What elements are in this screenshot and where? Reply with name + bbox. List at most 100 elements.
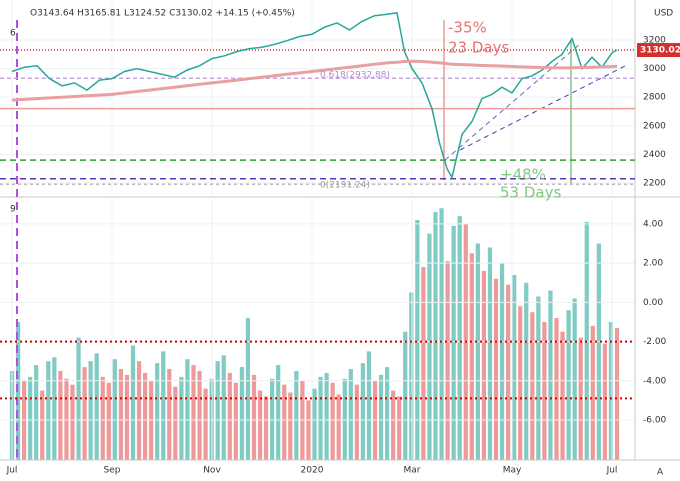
histogram-bar — [566, 310, 571, 460]
ohlc-header: O3143.64 H3165.81 L3124.52 C3130.02 +14.… — [30, 9, 295, 19]
histogram-bar — [608, 321, 614, 460]
histogram-bar — [342, 378, 347, 460]
histogram-bar — [245, 318, 251, 460]
histogram-bar — [185, 359, 190, 460]
histogram-bar — [614, 327, 620, 460]
histogram-bar — [239, 367, 245, 460]
price-line — [11, 12, 618, 180]
histogram-bar — [596, 243, 601, 460]
histogram-bar — [427, 233, 432, 460]
histogram-bar — [100, 376, 105, 460]
histogram-bar — [142, 372, 148, 460]
last-price-label: 3130.02 — [640, 46, 680, 56]
histogram-bar — [15, 321, 21, 460]
histogram-bar — [106, 382, 111, 460]
histogram-bar — [324, 372, 329, 460]
annotation: -35% — [448, 19, 487, 37]
histogram-bar — [336, 394, 341, 460]
histogram-bar — [312, 388, 317, 460]
histogram-bar — [493, 278, 499, 460]
annotation: 53 Days — [500, 184, 561, 202]
corner-label: A — [657, 468, 664, 478]
y-tick-label: 0.00 — [643, 298, 663, 308]
histogram-bar — [94, 353, 99, 460]
histogram-bar — [384, 367, 390, 460]
histogram-bar — [366, 351, 372, 460]
histogram-bar — [505, 284, 511, 460]
histogram-bar — [524, 282, 529, 460]
annotation: +48% — [500, 166, 546, 184]
histogram-bar — [451, 225, 456, 460]
histogram-bar — [82, 367, 87, 460]
histogram-bar — [475, 243, 480, 460]
histogram-bar — [403, 331, 408, 460]
histogram-bar — [161, 351, 166, 460]
histogram-bar — [518, 306, 523, 460]
histogram-bar — [348, 369, 353, 460]
histogram-bar — [34, 365, 39, 460]
histogram-bar — [112, 359, 117, 460]
histogram-bar — [590, 325, 595, 460]
histogram-bar — [330, 382, 335, 460]
price-line — [11, 59, 618, 102]
y-tick-label: 3200 — [643, 36, 666, 46]
histogram-bar — [445, 261, 450, 460]
panel-label: 9 — [10, 205, 16, 215]
histogram-bar — [415, 220, 420, 460]
histogram-bar — [276, 365, 281, 460]
x-tick-label: Sep — [104, 466, 121, 476]
histogram-bar — [136, 361, 142, 460]
x-tick-label: Jul — [606, 466, 618, 476]
histogram-bar — [118, 369, 124, 460]
y-tick-label: 2800 — [643, 93, 666, 103]
annotation: 0(2191.24) — [320, 181, 370, 191]
histogram-bar — [512, 274, 517, 460]
histogram-bar — [602, 343, 608, 460]
histogram-bar — [40, 390, 45, 460]
histogram-bar — [251, 374, 257, 460]
y-tick-label: 2.00 — [643, 259, 663, 269]
histogram-bar — [360, 363, 366, 460]
histogram-bar — [270, 378, 275, 460]
y-tick-label: 3000 — [643, 64, 666, 74]
y-tick-label: 4.00 — [643, 219, 663, 229]
histogram-bar — [167, 369, 172, 460]
histogram-bar — [263, 396, 269, 460]
histogram-bar — [469, 253, 474, 460]
histogram-bar — [554, 318, 559, 460]
histogram-bar — [191, 365, 196, 460]
histogram-bar — [354, 384, 359, 460]
y-tick-label: -4.00 — [643, 376, 667, 386]
y-tick-label: -6.00 — [643, 416, 667, 426]
histogram-bar — [227, 372, 232, 460]
y-tick-label: -2.00 — [643, 337, 667, 347]
histogram-bar — [421, 267, 426, 460]
x-tick-label: Jul — [6, 466, 18, 476]
histogram-bar — [197, 370, 202, 460]
histogram-bar — [548, 290, 553, 460]
histogram-bar — [391, 390, 396, 460]
histogram-bar — [288, 392, 293, 460]
x-tick-label: Mar — [404, 466, 421, 476]
histogram-bar — [215, 361, 220, 460]
panel-label: 6 — [10, 29, 16, 39]
y-tick-label: 2600 — [643, 121, 666, 131]
histogram-bar — [257, 390, 263, 460]
histogram-bar — [28, 376, 33, 460]
histogram-bar — [179, 376, 184, 460]
histogram-bar — [318, 376, 323, 460]
histogram-bar — [130, 345, 136, 460]
histogram-bar — [542, 321, 547, 460]
histogram-bar — [70, 384, 75, 460]
histogram-bar — [572, 298, 577, 460]
histogram-bar — [306, 400, 311, 460]
histogram-bar — [487, 247, 493, 460]
x-tick-label: 2020 — [301, 466, 324, 476]
histogram-bar — [433, 212, 438, 460]
histogram-bar — [499, 263, 505, 460]
annotation: 23 Days — [448, 39, 509, 57]
currency: USD — [654, 9, 673, 19]
y-tick-label: 2400 — [643, 150, 666, 160]
histogram-bar — [52, 357, 57, 460]
